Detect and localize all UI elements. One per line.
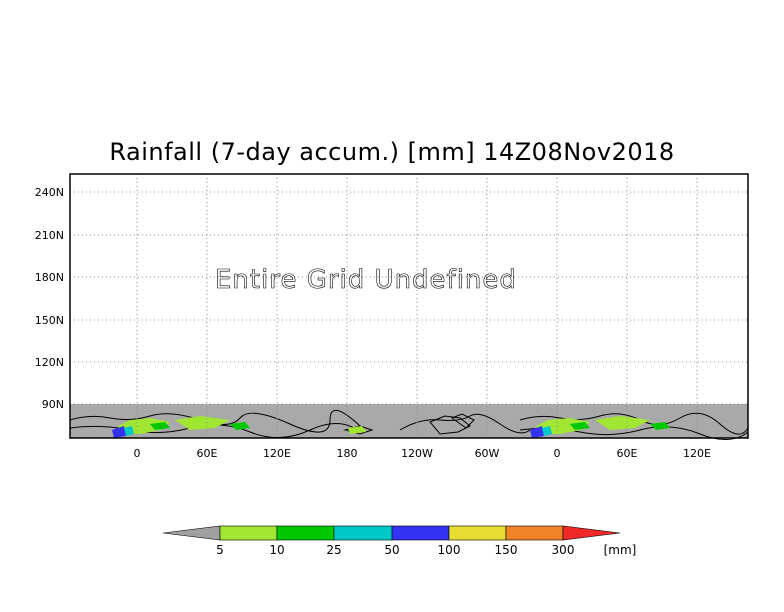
lon-label: 120E xyxy=(263,447,291,460)
lon-label: 60E xyxy=(197,447,218,460)
rain-patch xyxy=(150,422,170,430)
lat-label: 120N xyxy=(35,356,64,369)
lat-label: 240N xyxy=(35,186,64,199)
lon-label: 0 xyxy=(554,447,561,460)
rain-patch xyxy=(570,422,590,430)
colorbar-segment xyxy=(448,525,507,541)
rain-patch xyxy=(230,422,250,430)
colorbar-segment xyxy=(391,525,450,541)
lon-label: 180 xyxy=(337,447,358,460)
colorbar-level: 10 xyxy=(269,543,284,557)
rain-patch xyxy=(595,416,650,430)
lon-label: 120W xyxy=(401,447,433,460)
lat-label: 180N xyxy=(35,271,64,284)
colorbar-level: 50 xyxy=(384,543,399,557)
rain-patch xyxy=(530,426,544,438)
colorbar-below-triangle xyxy=(162,525,221,541)
undefined-message: Entire Grid Undefined xyxy=(215,265,517,295)
colorbar: 5 10 25 50 100 150 300 [mm] xyxy=(162,525,637,557)
plot-frame xyxy=(69,173,749,439)
colorbar-segment xyxy=(276,525,335,541)
lon-axis: 0 60E 120E 180 120W 60W 0 60E 120E xyxy=(134,447,712,460)
gridlines xyxy=(70,174,748,438)
colorbar-segment xyxy=(505,525,564,541)
colorbar-level: 5 xyxy=(216,543,224,557)
rain-patch xyxy=(542,426,552,436)
map-panel: 240N 210N 180N 150N 120N 90N 0 60E 120E … xyxy=(35,173,749,460)
lon-label: 0 xyxy=(134,447,141,460)
lon-label: 60W xyxy=(475,447,500,460)
lon-label: 120E xyxy=(683,447,711,460)
colorbar-level: 25 xyxy=(326,543,341,557)
colorbar-level: 100 xyxy=(438,543,461,557)
rainfall-patches xyxy=(112,416,670,438)
rain-patch xyxy=(112,426,126,438)
colorbar-segment xyxy=(333,525,393,541)
colorbar-level: 300 xyxy=(552,543,575,557)
colorbar-level: 150 xyxy=(495,543,518,557)
rain-patch xyxy=(124,426,134,436)
lat-label: 210N xyxy=(35,229,64,242)
plot-background xyxy=(70,174,748,438)
lon-label: 60E xyxy=(617,447,638,460)
rain-patch xyxy=(348,426,366,434)
map-title: Rainfall (7-day accum.) [mm] 14Z08Nov201… xyxy=(109,138,675,166)
colorbar-unit: [mm] xyxy=(604,543,637,557)
rain-patch xyxy=(175,416,230,430)
colorbar-segment xyxy=(219,525,278,541)
colorbar-above-triangle xyxy=(562,525,621,541)
rain-patch xyxy=(650,422,670,430)
lat-label: 90N xyxy=(42,398,64,411)
lat-axis: 240N 210N 180N 150N 120N 90N xyxy=(35,186,64,411)
lat-label: 150N xyxy=(35,314,64,327)
